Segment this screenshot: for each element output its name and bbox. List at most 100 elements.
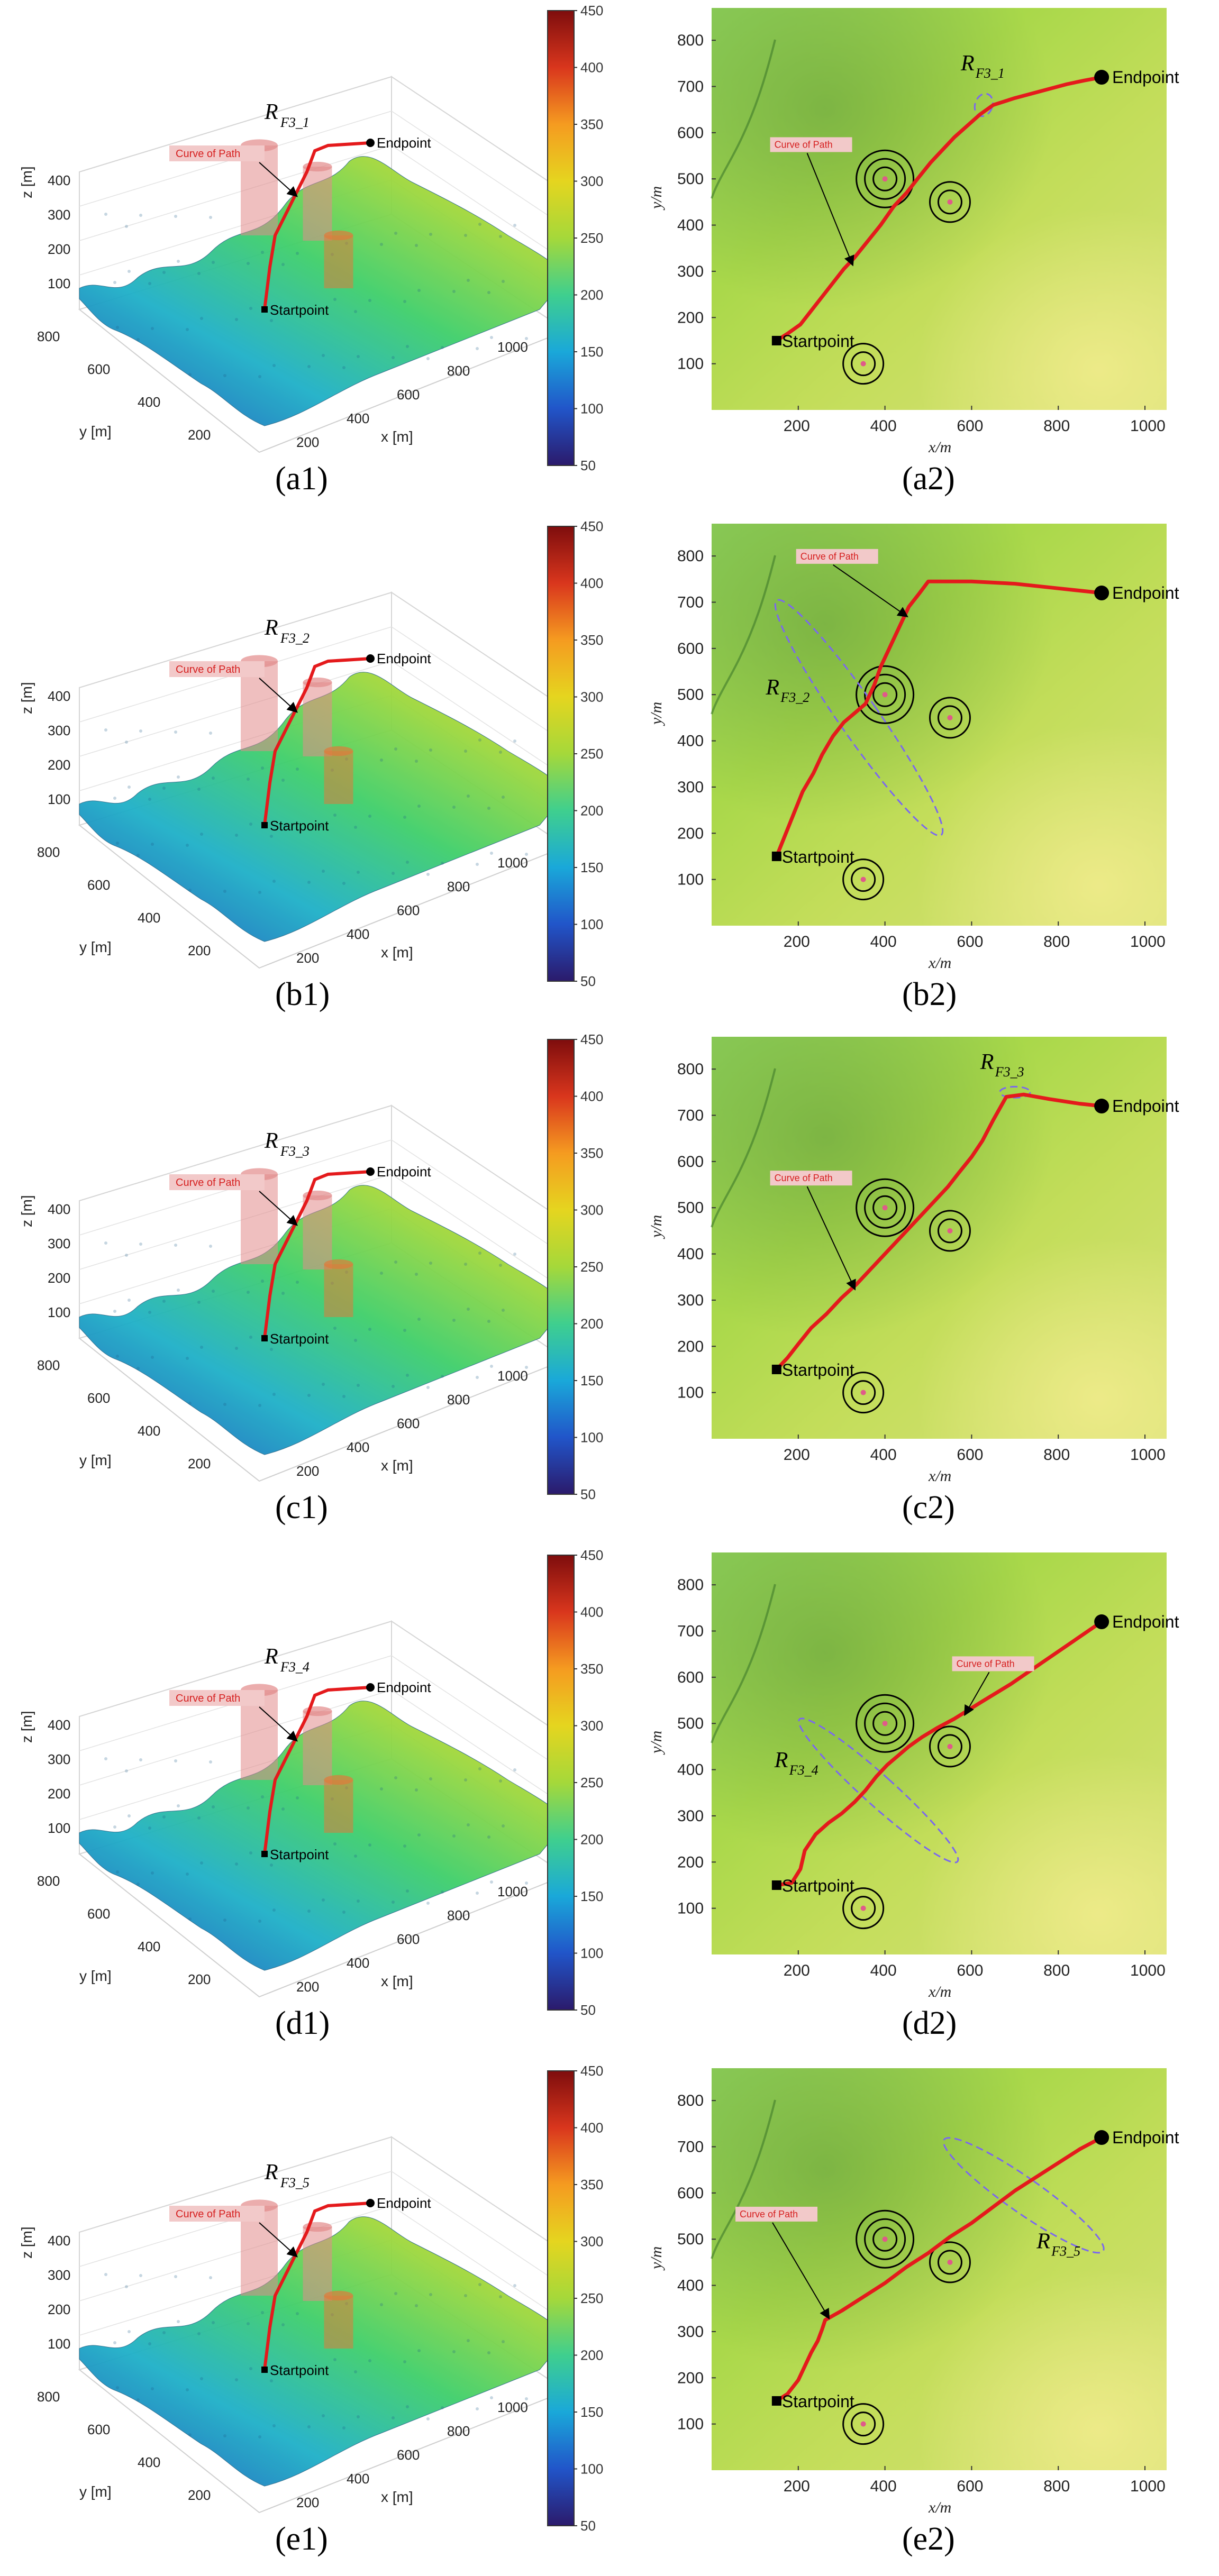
colorbar-tick-label: 50 (580, 458, 596, 473)
curve-label: Curve of Path (176, 664, 240, 675)
row-a2: 200 400 600 800 1000 100 200 300 400 500 600 700 800… (648, 8, 1179, 497)
terrain-texture (197, 1816, 201, 1820)
colorbar-tick-label: 350 (580, 632, 603, 648)
terrain-texture (247, 1806, 250, 1810)
terrain-texture (525, 337, 528, 340)
terrain-texture (333, 1842, 336, 1846)
terrain-texture (249, 307, 252, 310)
terrain-texture (415, 1273, 418, 1276)
terrain-texture (261, 1280, 264, 1283)
y-tick-label: 500 (677, 1715, 704, 1732)
terrain-texture (223, 1919, 226, 1922)
colorbar (547, 1039, 575, 1495)
curve-label-box (169, 2206, 265, 2222)
terrain-texture (125, 2285, 128, 2288)
threat-cylinder (324, 235, 353, 288)
region-ellipse (774, 599, 944, 837)
terrain-texture (319, 1338, 322, 1341)
terrain-texture (174, 2275, 177, 2278)
terrain-texture (272, 1393, 276, 1396)
terrain-texture (417, 1318, 421, 1321)
x-tick-label: 200 (784, 417, 810, 435)
threat-ring (842, 1887, 885, 1930)
curve-arrow (259, 1706, 298, 1742)
curve-label: Curve of Path (176, 148, 240, 160)
threat-center (882, 692, 888, 698)
terrain-texture (429, 233, 432, 236)
row-b2: 200 400 600 800 1000 100 200 300 400 500 600 700 800… (648, 524, 1179, 1012)
terrain-texture (186, 2388, 189, 2391)
terrain-texture (209, 216, 212, 219)
startpoint-label: Startpoint (270, 1847, 329, 1862)
terrain-texture (235, 834, 238, 837)
startpoint-marker (771, 335, 781, 345)
terrain-texture (174, 730, 177, 734)
3d-panel-d1: Startpoint Endpoint Curve of Path R F3_4z [m… (19, 1620, 568, 1998)
colorbar-tick-label: 400 (580, 60, 603, 76)
threat-cylinder-top (324, 1775, 353, 1785)
terrain-texture (426, 2417, 430, 2420)
threat-ring (856, 1178, 915, 1237)
x-tick-label: 600 (397, 1931, 420, 1947)
z-tick-label: 300 (48, 207, 70, 223)
x-tick-label: 1000 (497, 339, 528, 355)
y-tick-label: 800 (677, 32, 704, 49)
y-tick-label: 100 (677, 871, 704, 889)
terrain-texture (261, 2311, 264, 2314)
threat-ring (872, 2226, 898, 2252)
y-tick-label: 200 (188, 943, 211, 958)
curve-arrow (259, 2222, 298, 2258)
z-tick-label: 100 (48, 791, 70, 807)
threat-ring (937, 189, 962, 215)
startpoint-marker (771, 1880, 781, 1890)
terrain-texture (403, 1844, 406, 1848)
threat-ring (872, 1195, 898, 1220)
3d-panel-a1: Startpoint Endpoint Curve of Path R F3_1z [m… (19, 76, 568, 453)
terrain-texture (200, 317, 203, 320)
x-tick-label: 600 (957, 1446, 983, 1464)
flight-path (775, 579, 1102, 857)
z-tick-label: 400 (48, 172, 70, 188)
curve-label: Curve of Path (176, 1177, 240, 1189)
terrain-texture (319, 309, 322, 312)
z-tick-label: 300 (48, 1236, 70, 1252)
terrain-texture (429, 2293, 432, 2296)
region-ellipse (999, 1085, 1031, 1099)
y-tick-label: 700 (677, 1623, 704, 1640)
terrain-texture (490, 1365, 493, 1368)
terrain-texture (235, 2378, 238, 2381)
colorbar-tick-label: 100 (580, 2461, 603, 2477)
terrain-texture (406, 345, 409, 348)
terrain-texture (415, 1788, 418, 1792)
terrain-texture (284, 1852, 287, 1856)
terrain-texture (502, 1309, 505, 1312)
y-tick-label: 400 (138, 394, 160, 410)
terrain-texture (502, 2340, 505, 2343)
terrain-texture (128, 1299, 131, 1302)
terrain-surface (79, 2216, 567, 2487)
terrain-texture (319, 1853, 322, 1857)
terrain-texture (392, 872, 395, 875)
threat-ring (864, 1186, 906, 1229)
endpoint-label: Endpoint (377, 1679, 431, 1695)
colorbar-tick-label: 300 (580, 1202, 603, 1218)
x-tick-label: 800 (447, 1392, 470, 1408)
y-tick-label: 600 (677, 1153, 704, 1171)
terrain-texture (247, 2322, 250, 2325)
terrain-texture (406, 861, 409, 864)
terrain-texture (247, 778, 250, 781)
z-axis-label: z [m] (19, 2226, 35, 2259)
region-label-sub: F3_3 (280, 1144, 310, 1159)
endpoint-label: Endpoint (377, 651, 431, 666)
endpoint-label: Endpoint (377, 135, 431, 151)
x-axis-label: x [m] (381, 1457, 413, 1474)
startpoint-marker (261, 1851, 268, 1857)
terrain-texture (322, 1898, 325, 1902)
colorbar-tick-label: 450 (580, 518, 603, 534)
terrain-texture (394, 232, 397, 235)
threat-center (947, 1743, 953, 1749)
x-tick-label: 200 (296, 434, 319, 450)
terrain-texture (354, 2370, 357, 2373)
terrain-shade-light (712, 1037, 1167, 1439)
y-axis-label: y [m] (79, 423, 112, 440)
